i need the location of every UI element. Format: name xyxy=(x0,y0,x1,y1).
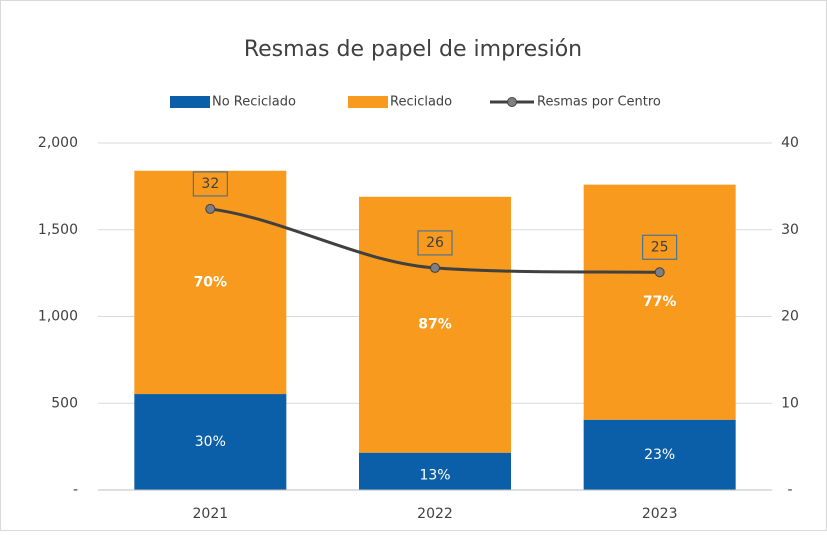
bar-label: 70% xyxy=(194,274,228,290)
data-label: 25 xyxy=(651,239,669,255)
legend-marker xyxy=(507,97,517,107)
y2-tick-label: 20 xyxy=(781,309,799,325)
y-tick-label: 2,000 xyxy=(38,135,78,151)
bar-label: 13% xyxy=(419,467,450,483)
bar-label: 30% xyxy=(195,434,226,450)
line-marker xyxy=(654,267,665,278)
y2-tick-label: 30 xyxy=(781,222,799,238)
legend-label: Reciclado xyxy=(390,95,452,110)
x-tick-label: 2023 xyxy=(642,506,678,522)
data-label-box xyxy=(192,171,228,197)
bar-segment xyxy=(359,452,511,490)
x-tick-label: 2022 xyxy=(417,506,453,522)
chart-title: Resmas de papel de impresión xyxy=(244,37,582,62)
legend-label: No Reciclado xyxy=(212,95,296,110)
y2-tick-label: 10 xyxy=(781,395,799,411)
data-label: 32 xyxy=(201,176,219,192)
bar-segment xyxy=(583,184,736,420)
data-label-box xyxy=(417,230,453,256)
bar-segment xyxy=(134,394,287,490)
bar-label: 87% xyxy=(418,317,452,333)
bar-segment xyxy=(583,419,736,490)
legend-swatch xyxy=(348,96,388,108)
y2-tick-label: - xyxy=(787,482,792,498)
y-tick-label: 500 xyxy=(51,395,78,411)
line-marker xyxy=(430,262,440,273)
legend-label: Resmas por Centro xyxy=(537,95,661,110)
y-tick-label: - xyxy=(73,482,78,498)
bar-label: 77% xyxy=(643,294,677,310)
y2-tick-label: 40 xyxy=(781,135,799,151)
x-tick-label: 2021 xyxy=(193,506,229,522)
legend-swatch xyxy=(170,96,210,108)
y-tick-label: 1,500 xyxy=(38,222,78,238)
bar-label: 23% xyxy=(644,447,675,463)
line-marker xyxy=(205,203,216,214)
y-tick-label: 1,000 xyxy=(38,309,78,325)
data-label-box xyxy=(642,234,678,260)
data-label: 26 xyxy=(426,235,444,251)
bar-segment xyxy=(359,196,511,453)
